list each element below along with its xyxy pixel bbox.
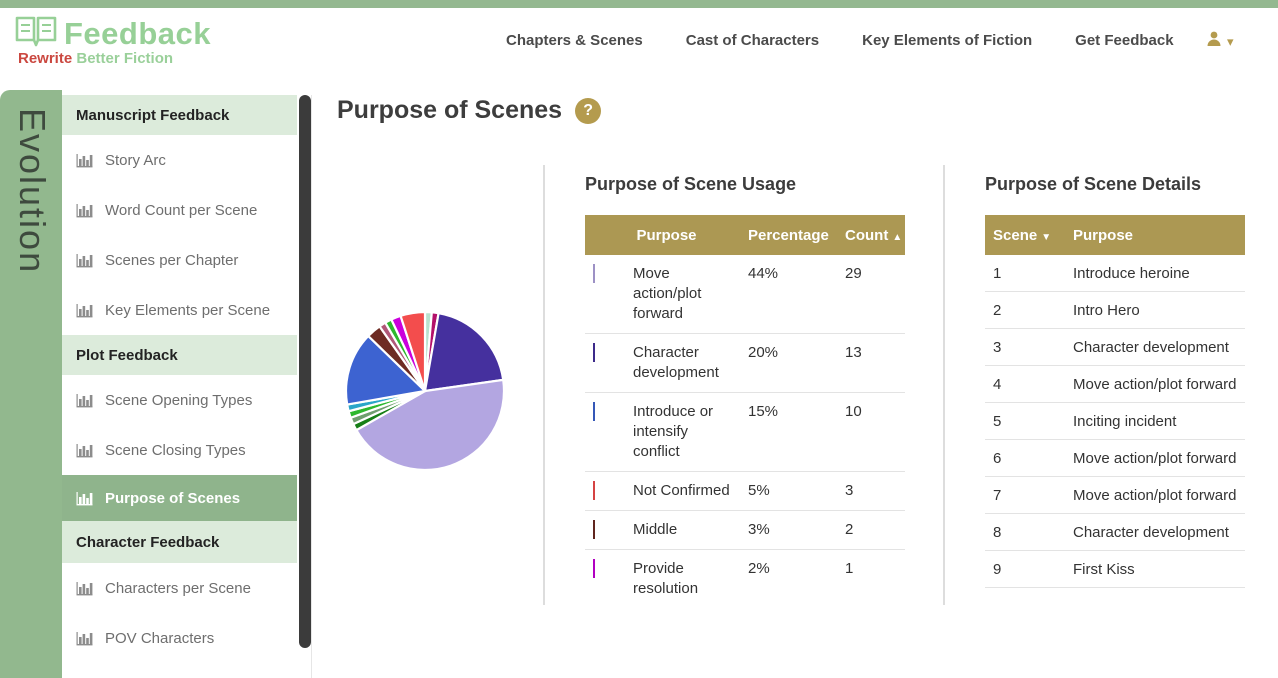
section-header-plot-feedback: Plot Feedback	[62, 335, 297, 375]
sidebar-item-scenes-per-chapter[interactable]: Scenes per Chapter	[62, 235, 297, 285]
usage-panel: Purpose of Scene Usage Purpose Percentag…	[585, 174, 905, 608]
pie-slice[interactable]	[423, 312, 505, 393]
details-row: 8 Character development	[985, 514, 1245, 551]
details-col-scene[interactable]: Scene ▼	[993, 226, 1052, 244]
page-title: Purpose of Scenes	[337, 96, 563, 124]
usage-panel-heading: Purpose of Scene Usage	[585, 174, 797, 194]
user-menu-button[interactable]: ▾	[1205, 30, 1234, 53]
vertical-divider	[943, 165, 945, 605]
details-row: 9 First Kiss	[985, 551, 1245, 588]
app-logo[interactable]: Feedback Rewrite Better Fiction	[14, 14, 211, 67]
logo-title: Feedback	[64, 15, 212, 51]
bar-chart-icon	[76, 631, 94, 646]
evolution-label: Evolution	[12, 108, 53, 275]
sidebar-item-pov-characters[interactable]: POV Characters	[62, 613, 297, 663]
nav-key-elements-of-fiction[interactable]: Key Elements of Fiction	[862, 32, 1033, 49]
logo-tagline: Rewrite Better Fiction	[18, 50, 174, 67]
sidebar-item-key-elements-per-scene[interactable]: Key Elements per Scene	[62, 285, 297, 335]
sidebar-item-story-arc[interactable]: Story Arc	[62, 135, 297, 185]
bar-chart-icon	[76, 253, 94, 268]
details-row: 4 Move action/plot forward	[985, 366, 1245, 403]
bar-chart-icon	[76, 581, 94, 596]
details-col-purpose: Purpose	[1073, 226, 1134, 244]
sidebar-scrollbar-track	[311, 95, 312, 678]
details-row: 6 Move action/plot forward	[985, 440, 1245, 477]
sidebar-item-scene-opening-types[interactable]: Scene Opening Types	[62, 375, 297, 425]
sidebar-scrollbar-thumb[interactable]	[299, 95, 311, 648]
legend-swatch	[593, 520, 595, 539]
section-header-character-feedback: Character Feedback	[62, 521, 297, 563]
usage-col-percentage: Percentage	[748, 226, 829, 244]
section-header-manuscript-feedback: Manuscript Feedback	[62, 95, 297, 135]
main-nav: Chapters & Scenes Cast of Characters Key…	[506, 32, 1174, 49]
usage-table-header: Purpose Percentage Count ▲	[585, 215, 905, 255]
usage-row: Character development 20% 13	[585, 333, 905, 392]
usage-col-count[interactable]: Count ▲	[845, 226, 903, 244]
sort-desc-icon: ▼	[1041, 231, 1052, 243]
bar-chart-icon	[76, 393, 94, 408]
usage-row: Move action/plot forward 44% 29	[585, 255, 905, 333]
bar-chart-icon	[76, 153, 94, 168]
chevron-down-icon: ▾	[1227, 33, 1234, 49]
pie-slice[interactable]	[344, 334, 427, 406]
details-panel: Purpose of Scene Details Scene ▼ Purpose …	[985, 174, 1245, 588]
evolution-strip: Evolution	[0, 90, 62, 678]
usage-row: Middle 3% 2	[585, 510, 905, 549]
details-row: 2 Intro Hero	[985, 292, 1245, 329]
usage-col-purpose: Purpose	[636, 226, 697, 244]
details-row: 3 Character development	[985, 329, 1245, 366]
sidebar-item-scene-closing-types[interactable]: Scene Closing Types	[62, 425, 297, 475]
nav-chapters-scenes[interactable]: Chapters & Scenes	[506, 32, 643, 49]
nav-get-feedback[interactable]: Get Feedback	[1075, 32, 1174, 49]
vertical-divider	[543, 165, 545, 605]
person-icon	[1205, 30, 1223, 53]
legend-swatch	[593, 343, 595, 362]
legend-swatch	[593, 481, 595, 500]
sort-asc-icon: ▲	[892, 231, 903, 243]
purpose-pie-chart[interactable]	[335, 301, 515, 481]
details-row: 1 Introduce heroine	[985, 255, 1245, 292]
usage-row: Not Confirmed 5% 3	[585, 471, 905, 510]
sidebar-menu: Manuscript Feedback Story Arc Word Count…	[62, 95, 297, 678]
app-header: Feedback Rewrite Better Fiction Chapters…	[0, 8, 1278, 90]
bar-chart-icon	[76, 443, 94, 458]
bar-chart-icon	[76, 303, 94, 318]
pie-slice[interactable]	[355, 378, 506, 472]
open-book-icon	[14, 14, 58, 53]
legend-swatch	[593, 559, 595, 578]
usage-row: Provide resolution 2% 1	[585, 549, 905, 608]
top-accent-bar	[0, 0, 1278, 8]
sidebar-item-purpose-of-scenes[interactable]: Purpose of Scenes	[62, 475, 297, 521]
usage-row: Introduce or intensify conflict 15% 10	[585, 392, 905, 471]
details-table-header: Scene ▼ Purpose	[985, 215, 1245, 255]
legend-swatch	[593, 402, 595, 421]
sidebar-item-characters-per-scene[interactable]: Characters per Scene	[62, 563, 297, 613]
help-icon[interactable]: ?	[575, 97, 602, 124]
nav-cast-of-characters[interactable]: Cast of Characters	[685, 32, 820, 49]
sidebar-item-word-count-per-scene[interactable]: Word Count per Scene	[62, 185, 297, 235]
bar-chart-icon	[76, 203, 94, 218]
bar-chart-icon	[76, 491, 94, 506]
pie-slice[interactable]	[399, 310, 427, 393]
details-row: 7 Move action/plot forward	[985, 477, 1245, 514]
legend-swatch	[593, 264, 595, 283]
details-panel-heading: Purpose of Scene Details	[985, 174, 1202, 194]
details-row: 5 Inciting incident	[985, 403, 1245, 440]
